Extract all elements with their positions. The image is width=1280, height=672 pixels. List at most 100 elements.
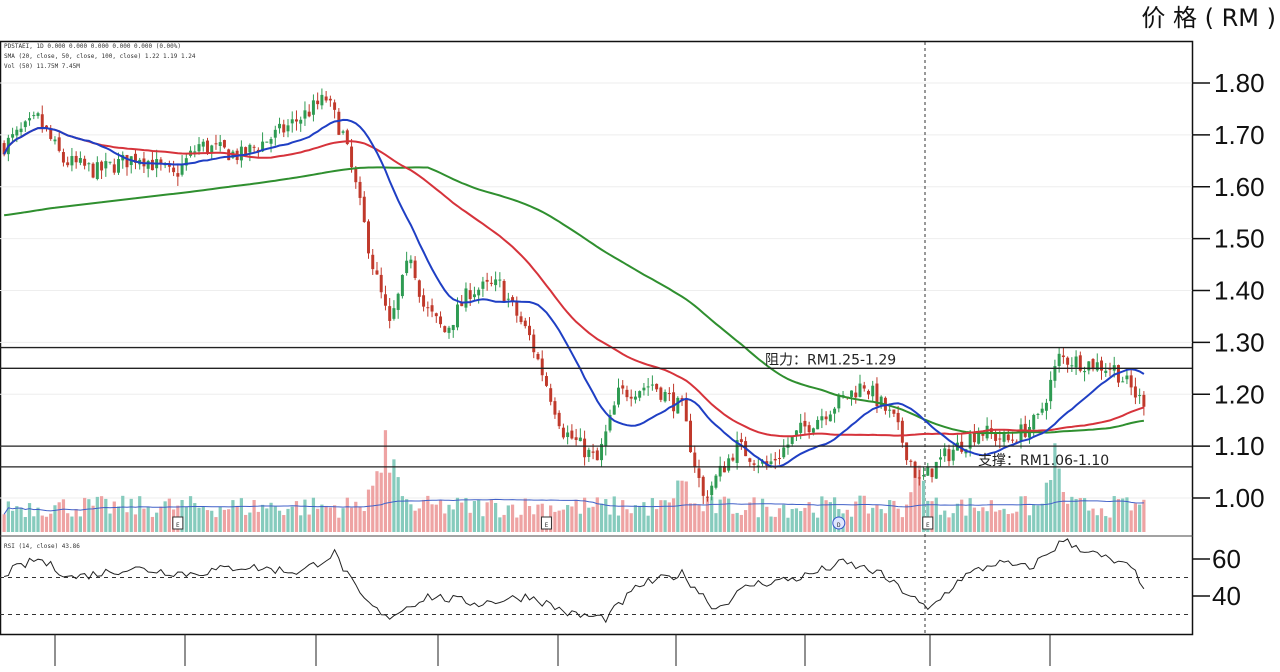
volume-bar bbox=[392, 459, 396, 532]
candle-body bbox=[511, 297, 515, 301]
candle-body bbox=[1129, 375, 1133, 388]
candle-body bbox=[61, 152, 65, 163]
volume-bar bbox=[612, 496, 616, 532]
candle-body bbox=[1049, 379, 1053, 402]
volume-bar bbox=[1133, 503, 1138, 532]
volume-bar bbox=[244, 514, 248, 532]
candle-body bbox=[909, 460, 913, 462]
volume-bar bbox=[727, 498, 731, 532]
candle-body bbox=[108, 161, 112, 163]
candle-body bbox=[1044, 402, 1048, 411]
candle-body bbox=[417, 280, 421, 297]
volume-bar bbox=[498, 517, 502, 532]
candle-body bbox=[782, 447, 786, 458]
candle-body bbox=[354, 169, 358, 183]
candle-body bbox=[600, 443, 604, 461]
candle-body bbox=[464, 288, 468, 308]
volume-bar bbox=[977, 511, 981, 532]
volume-bar bbox=[235, 505, 239, 532]
volume-bar bbox=[1053, 443, 1057, 532]
volume-bar bbox=[807, 502, 811, 532]
volume-bar bbox=[646, 515, 650, 532]
volume-bar bbox=[917, 465, 921, 532]
candle-body bbox=[638, 391, 642, 398]
volume-bar bbox=[307, 514, 311, 532]
volume-bar bbox=[460, 502, 464, 532]
candle-body bbox=[184, 158, 188, 166]
volume-bar bbox=[599, 503, 604, 532]
candle-body bbox=[311, 100, 315, 115]
candle-body bbox=[239, 146, 243, 161]
volume-bar bbox=[943, 510, 947, 532]
candle-body bbox=[362, 196, 366, 222]
candle-body bbox=[180, 163, 184, 175]
volume-bar bbox=[536, 504, 540, 532]
volume-bar bbox=[926, 500, 930, 532]
volume-bar bbox=[349, 507, 354, 532]
volume-bar bbox=[1036, 505, 1040, 532]
volume-bar bbox=[625, 509, 629, 532]
sma-20-line bbox=[3, 118, 1145, 468]
volume-bar bbox=[345, 497, 349, 532]
volume-bar bbox=[413, 510, 417, 532]
volume-bar bbox=[934, 497, 938, 532]
candle-body bbox=[1057, 353, 1061, 367]
volume-bar bbox=[129, 498, 133, 532]
volume-bar bbox=[900, 517, 904, 532]
volume-bar bbox=[1082, 498, 1087, 532]
legend-line-sma: SMA (20, close, 50, close, 100, close) 1… bbox=[4, 53, 196, 60]
volume-bar bbox=[438, 500, 443, 532]
earnings-marker bbox=[922, 516, 934, 530]
candle-body bbox=[773, 458, 777, 461]
volume-bar bbox=[671, 498, 676, 532]
volume-bar bbox=[794, 508, 799, 532]
volume-bar bbox=[904, 504, 909, 532]
legend-line-volume: Vol (50) 11.75M 7.45M bbox=[4, 63, 80, 70]
volume-bar bbox=[811, 512, 816, 532]
candle-body bbox=[718, 465, 722, 477]
volume-bar bbox=[421, 499, 426, 532]
candle-body bbox=[934, 461, 938, 479]
candle-body bbox=[392, 308, 396, 319]
volume-bar bbox=[316, 508, 320, 532]
candle-body bbox=[159, 159, 163, 164]
volume-bar bbox=[735, 512, 739, 532]
volume-bar bbox=[888, 500, 892, 532]
candle-body bbox=[790, 436, 794, 444]
candle-body bbox=[663, 391, 667, 402]
volume-bar bbox=[1066, 503, 1070, 532]
candle-body bbox=[383, 294, 387, 306]
candle-body bbox=[587, 449, 591, 457]
candle-body bbox=[125, 154, 129, 168]
volume-bar bbox=[74, 509, 78, 532]
volume-bar bbox=[608, 514, 612, 532]
candle-body bbox=[519, 316, 523, 323]
volume-bar bbox=[481, 516, 485, 532]
candle-body bbox=[74, 155, 78, 163]
volume-bar bbox=[485, 502, 489, 532]
volume-bar bbox=[1074, 499, 1078, 532]
candle-body bbox=[642, 387, 646, 391]
candle-body bbox=[629, 396, 633, 399]
volume-bar bbox=[502, 514, 506, 532]
candle-body bbox=[1066, 357, 1070, 365]
volume-bar bbox=[1019, 496, 1023, 532]
candle-body bbox=[447, 327, 451, 333]
volume-bar bbox=[269, 502, 273, 532]
candle-body bbox=[388, 306, 392, 321]
volume-bar bbox=[769, 516, 773, 532]
candle-body bbox=[689, 420, 693, 453]
volume-bar bbox=[201, 506, 205, 532]
candle-body bbox=[70, 156, 74, 166]
candle-body bbox=[828, 414, 832, 422]
volume-bar bbox=[273, 506, 277, 532]
volume-bar bbox=[66, 513, 70, 532]
candle-body bbox=[794, 430, 798, 436]
candle-body bbox=[477, 289, 481, 296]
candle-body bbox=[430, 305, 434, 312]
volume-bar bbox=[99, 496, 104, 532]
event-marker-label: E bbox=[545, 522, 549, 529]
candle-body bbox=[583, 438, 587, 458]
candle-body bbox=[494, 279, 498, 286]
volume-bar bbox=[184, 506, 188, 532]
